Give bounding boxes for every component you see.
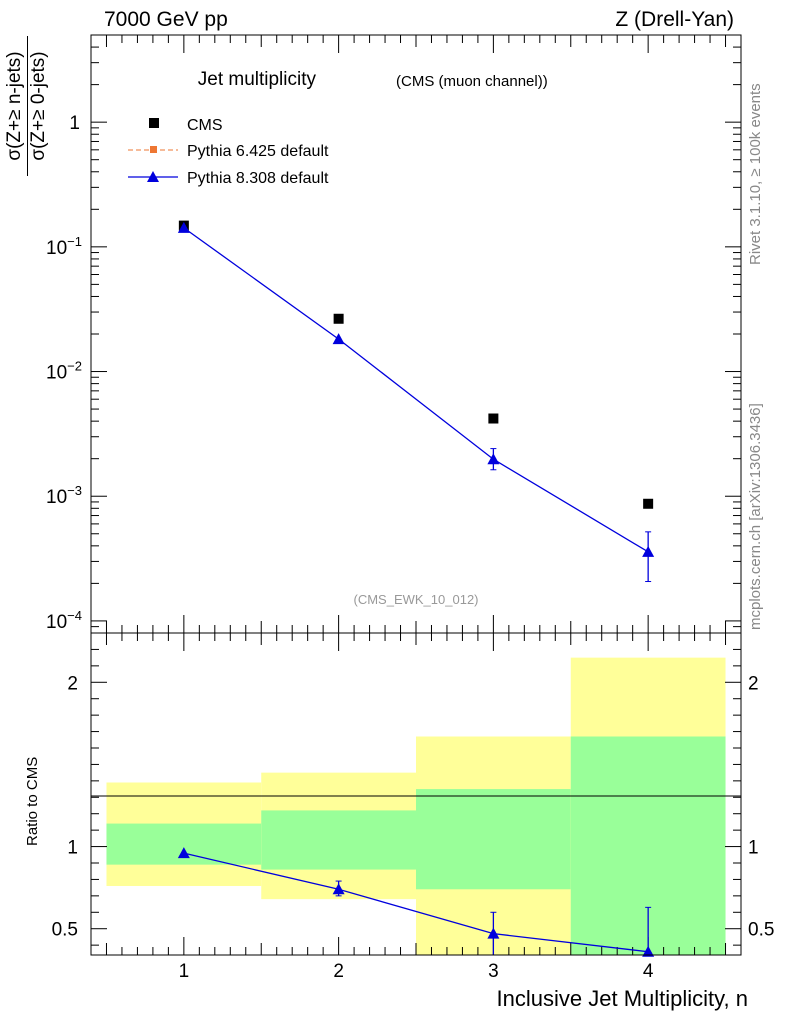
pythia8-data-point	[487, 453, 500, 465]
y-tick-label: 10−3	[46, 483, 82, 508]
ratio-y-tick-label: 1	[67, 838, 78, 859]
pythia8-data-point	[642, 545, 655, 557]
ratio-panel: 0.5 0.5 1 1 2 2 1 2 3 4 Inclusive Jet Multiplicit…	[52, 632, 775, 1011]
header-process-label: Z (Drell-Yan)	[615, 8, 734, 31]
ratio-data-point	[642, 945, 655, 957]
pythia8-data-point	[177, 221, 190, 233]
ratio-y-tick-label: 2	[67, 673, 78, 694]
main-y-axis-title: σ(Z+≥ n-jets) σ(Z+≥ 0-jets)	[4, 36, 50, 176]
chart-title: Jet multiplicity	[198, 69, 317, 90]
ratio-y-tick-label-right: 2	[748, 673, 759, 694]
y-tick-label: 1	[69, 113, 80, 134]
x-tick-label: 3	[488, 961, 499, 982]
main-y-tick-labels: 1 10−1 10−2 10−3 10−4	[46, 113, 82, 633]
y-tick-label: 10−1	[46, 234, 82, 259]
ratio-plot-frame	[90, 632, 742, 956]
legend: CMS Pythia 6.425 default Pythia 8.308 de…	[128, 117, 329, 187]
ratio-y-tick-label-right: 0.5	[748, 920, 774, 941]
header-energy-label: 7000 GeV pp	[104, 8, 228, 31]
ratio-band-inner	[106, 823, 262, 865]
y-axis-title-numerator: σ(Z+≥ n-jets)	[4, 51, 25, 161]
main-panel: 1 10−1 10−2 10−3 10−4 Jet multiplicity (CMS …	[46, 34, 742, 634]
ratio-data-point	[177, 847, 190, 859]
main-axis-ticks	[91, 34, 741, 634]
legend-item-pythia8: Pythia 8.308 default	[128, 170, 329, 187]
ratio-plot-series	[177, 847, 655, 957]
ratio-y-axis-title: Ratio to CMS	[24, 756, 41, 846]
legend-item-pythia6: Pythia 6.425 default	[128, 143, 329, 160]
ratio-tick-labels: 0.5 0.5 1 1 2 2 1 2 3 4	[52, 673, 775, 982]
y-tick-label: 10−4	[46, 608, 82, 633]
ratio-pythia8-line	[183, 852, 649, 953]
ratio-band-inner	[416, 789, 571, 890]
cms-data-point	[333, 313, 344, 324]
ratio-uncertainty-bands	[106, 657, 726, 955]
ratio-y-tick-label-right: 1	[748, 838, 759, 859]
pythia8-data-point	[332, 333, 345, 345]
x-tick-label: 1	[179, 961, 190, 982]
x-tick-label: 4	[643, 961, 654, 982]
y-axis-title-denominator: σ(Z+≥ 0-jets)	[28, 51, 49, 161]
main-plot-series	[177, 220, 655, 583]
cms-data-point	[488, 413, 499, 424]
ratio-band-inner	[261, 810, 416, 870]
legend-label-cms: CMS	[187, 117, 223, 134]
ratio-data-point	[332, 883, 345, 895]
mcplots-reference-label: mcplots.cern.ch [arXiv:1306.3436]	[747, 403, 764, 630]
legend-item-cms: CMS	[149, 117, 223, 134]
ratio-axis-ticks	[91, 633, 741, 955]
y-tick-label: 10−2	[46, 359, 82, 384]
x-axis-title: Inclusive Jet Multiplicity, n	[497, 986, 748, 1011]
analysis-watermark: (CMS_EWK_10_012)	[354, 592, 479, 607]
cms-data-point	[643, 498, 654, 509]
x-tick-label: 2	[333, 961, 344, 982]
chart-subtitle: (CMS (muon channel))	[396, 73, 548, 90]
legend-label-pythia8: Pythia 8.308 default	[187, 170, 329, 187]
legend-label-pythia6: Pythia 6.425 default	[187, 143, 329, 160]
ratio-data-point	[487, 927, 500, 939]
legend-marker-cms	[149, 118, 159, 128]
pythia8-line	[183, 227, 649, 553]
rivet-version-label: Rivet 3.1.10, ≥ 100k events	[747, 83, 764, 265]
legend-marker-pythia6	[150, 146, 157, 153]
legend-marker-pythia8	[147, 171, 159, 182]
ratio-y-tick-label: 0.5	[52, 920, 78, 941]
